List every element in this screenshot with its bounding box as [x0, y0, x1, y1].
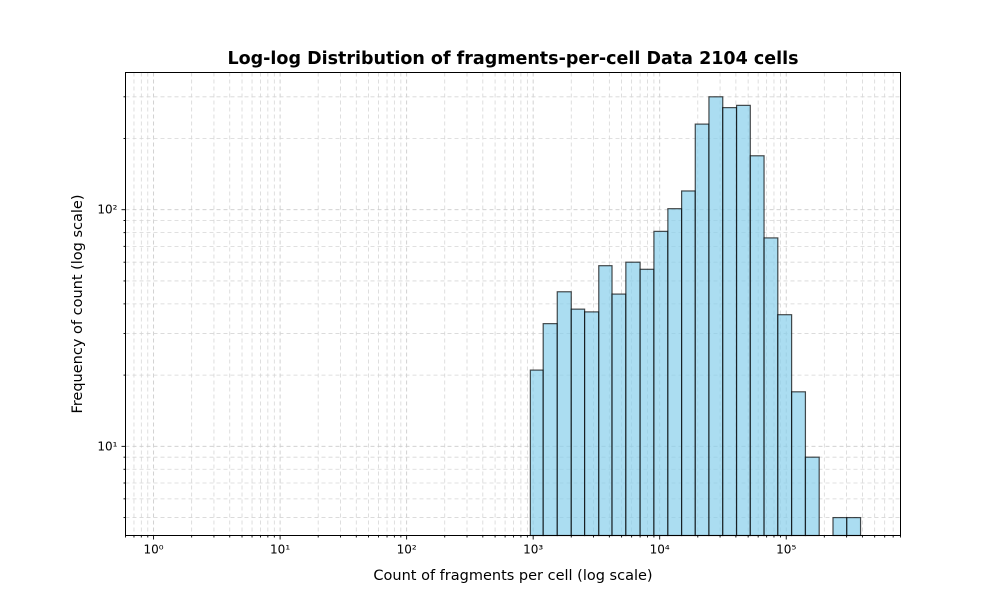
x-tick-label: 10⁵: [776, 543, 796, 557]
histogram-bar: [570, 308, 586, 537]
histogram-bar: [556, 291, 572, 537]
x-tick-label: 10¹: [270, 543, 290, 557]
histogram-bar: [735, 104, 751, 537]
x-tick-label: 10⁴: [650, 543, 670, 557]
x-tick-label: 10²: [397, 543, 417, 557]
histogram-bar: [791, 391, 807, 537]
histogram-bar: [681, 190, 696, 537]
histogram-bar: [722, 107, 738, 537]
x-axis-label: Count of fragments per cell (log scale): [373, 568, 652, 584]
y-axis-label: Frequency of count (log scale): [70, 194, 86, 413]
tick-labels: 10⁰ 10¹ 10² 10³ 10⁴ 10⁵ 10¹ 10²: [97, 203, 796, 557]
histogram-bar: [598, 265, 613, 537]
histogram-bar: [542, 323, 558, 537]
histogram-bar: [832, 516, 848, 537]
histogram-bar: [639, 268, 655, 537]
chart-title: Log-log Distribution of fragments-per-ce…: [227, 49, 798, 69]
histogram-bars: [529, 96, 862, 537]
x-tick-label: 10⁰: [144, 543, 164, 557]
histogram-bar: [763, 237, 779, 537]
y-tick-label: 10²: [97, 203, 117, 217]
histogram-bar: [846, 516, 862, 537]
x-tick-label: 10³: [523, 543, 543, 557]
histogram-bar: [667, 208, 683, 537]
histogram-bar: [708, 96, 724, 537]
histogram-bar: [611, 293, 627, 537]
histogram-bar: [625, 261, 641, 537]
histogram-bar: [804, 456, 820, 537]
histogram-bar: [694, 123, 710, 537]
histogram-bar: [749, 155, 765, 537]
histogram-bar: [584, 311, 600, 537]
histogram-bar: [777, 314, 793, 537]
histogram-bar: [529, 369, 544, 537]
axis-ticks: [121, 96, 901, 540]
histogram-bar: [653, 230, 669, 537]
y-tick-label: 10¹: [97, 439, 117, 453]
